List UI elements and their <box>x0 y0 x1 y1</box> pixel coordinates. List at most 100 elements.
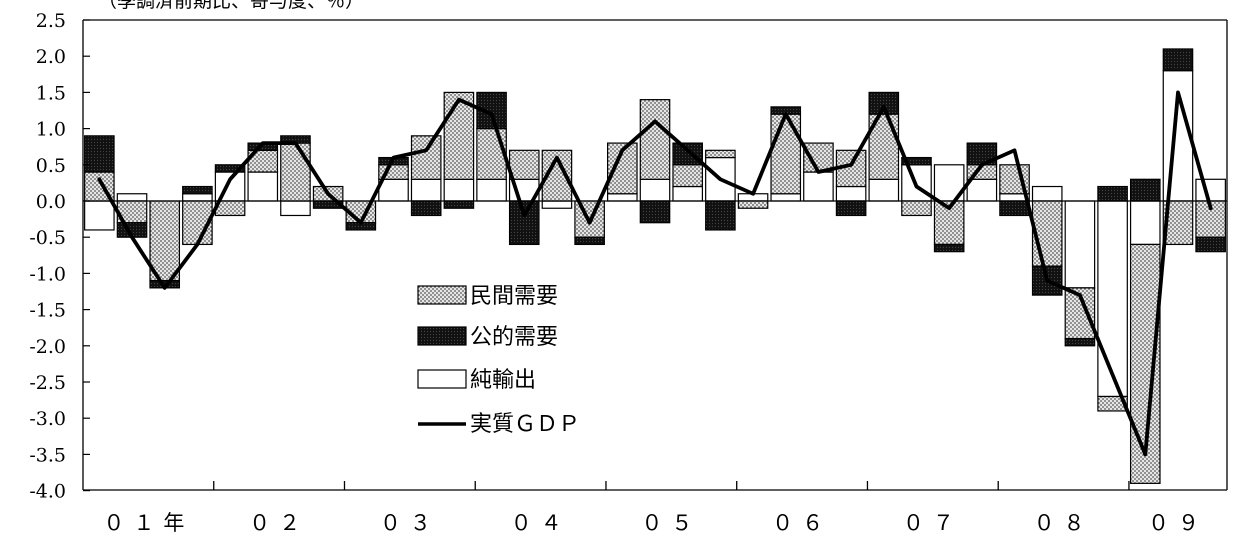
bar-segment-private-demand <box>476 128 507 180</box>
legend-swatch-public-demand <box>417 326 467 346</box>
bar-segment-net-exports <box>410 178 442 202</box>
bar-segment-public-demand <box>868 91 900 115</box>
bar-segment-private-demand <box>737 200 769 209</box>
y-tick-label: -3.5 <box>29 444 66 466</box>
legend-label-real-gdp: 実質ＧＤＰ <box>470 412 580 437</box>
bar-segment-public-demand <box>933 243 965 253</box>
x-tick-label: ０８ <box>1034 511 1094 535</box>
bar-series <box>84 48 1226 484</box>
bar-segment-net-exports <box>1195 178 1226 202</box>
bar-segment-net-exports <box>1097 200 1128 398</box>
y-tick-label: 2.0 <box>36 46 66 68</box>
bar-segment-public-demand <box>1162 48 1194 72</box>
bar-segment-net-exports <box>770 193 802 202</box>
bar-segment-public-demand <box>84 135 115 173</box>
y-tick-label: 0.5 <box>36 155 66 177</box>
bar-segment-net-exports <box>672 185 703 202</box>
x-tick-label: ０９ <box>1148 511 1208 535</box>
bar-segment-private-demand <box>1097 395 1128 412</box>
x-tick-label: ０４ <box>511 511 571 535</box>
bar-segment-net-exports <box>476 178 507 202</box>
x-tick-label: ０７ <box>903 511 963 535</box>
bar-segment-public-demand <box>705 200 736 231</box>
bar-segment-public-demand <box>1064 337 1096 347</box>
legend-swatch-private-demand <box>417 285 467 305</box>
bar-segment-private-demand <box>639 99 671 180</box>
bar-segment-private-demand <box>280 142 311 202</box>
bar-segment-net-exports <box>378 178 409 202</box>
bar-segment-private-demand <box>868 113 900 180</box>
y-tick-label: -0.5 <box>29 227 66 249</box>
bar-segment-net-exports <box>116 193 148 202</box>
gdp-line-series <box>97 90 1213 457</box>
legend-label-private-demand: 民間需要 <box>470 284 558 309</box>
bar-segment-public-demand <box>443 200 475 209</box>
bar-segment-private-demand <box>672 164 703 188</box>
bar-segment-public-demand <box>410 200 442 217</box>
y-tick-label: -2.0 <box>29 336 66 358</box>
bar-segment-net-exports <box>280 200 311 217</box>
bar-segment-net-exports <box>966 178 998 202</box>
chart-subtitle: （季調済前期比、寄与度、％） <box>98 0 364 12</box>
y-tick-label: -4.0 <box>29 481 66 503</box>
bar-segment-public-demand <box>182 185 213 195</box>
bar-segment-net-exports <box>84 200 115 231</box>
bar-segment-net-exports <box>443 178 475 202</box>
legend-swatch-net-exports <box>417 369 467 389</box>
bar-segment-public-demand <box>574 236 605 246</box>
bar-segment-private-demand <box>410 135 442 180</box>
y-tick-label: -3.0 <box>29 408 66 430</box>
bar-segment-public-demand <box>1129 178 1161 202</box>
x-tick-label: ０１年 <box>103 511 193 535</box>
y-tick-label: 0.0 <box>36 191 66 213</box>
y-tick-label: -2.5 <box>29 372 66 394</box>
bar-segment-public-demand <box>835 200 867 217</box>
y-tick-label: 2.5 <box>36 10 66 32</box>
legend-label-public-demand: 公的需要 <box>470 325 558 350</box>
bar-segment-public-demand <box>508 200 540 246</box>
bar-segment-private-demand <box>508 149 540 180</box>
bar-segment-net-exports <box>182 193 213 202</box>
bar-segment-private-demand <box>149 200 181 282</box>
y-axis-ticks <box>83 19 90 492</box>
legend: 民間需要 公的需要 純輸出 実質ＧＤＰ <box>417 284 580 437</box>
bar-segment-public-demand <box>639 200 671 224</box>
bar-segment-net-exports <box>1064 200 1096 289</box>
y-tick-label: 1.0 <box>36 119 66 141</box>
bar-segment-public-demand <box>1195 236 1226 253</box>
bar-segment-public-demand <box>999 200 1030 217</box>
bar-segment-net-exports <box>1129 200 1161 246</box>
y-axis-tick-labels: 2.5 2.0 1.5 1.0 0.5 0.0 -0.5 -1.0 -1.5 -2.0 -2.5 -3… <box>29 10 66 503</box>
bar-segment-private-demand <box>1031 200 1063 267</box>
legend-label-net-exports: 純輸出 <box>470 368 536 393</box>
bar-segment-public-demand <box>672 142 703 166</box>
y-tick-label: -1.5 <box>29 300 66 322</box>
bar-segment-public-demand <box>901 156 932 166</box>
bar-segment-net-exports <box>607 193 638 202</box>
bar-segment-private-demand <box>901 200 932 217</box>
x-axis-year-labels: ０１年 ０２ ０３ ０４ ０５ ０６ ０７ ０８ ０９ <box>103 511 1208 535</box>
bar-segment-private-demand <box>770 113 802 195</box>
bar-segment-private-demand <box>705 149 736 159</box>
bar-segment-net-exports <box>868 178 900 202</box>
bar-segment-public-demand <box>214 164 246 173</box>
bar-segment-net-exports <box>639 178 671 202</box>
x-tick-label: ０３ <box>380 511 440 535</box>
bar-segment-net-exports <box>247 171 279 202</box>
bar-segment-net-exports <box>1162 70 1194 202</box>
x-axis-year-ticks <box>213 481 1130 490</box>
bar-segment-public-demand <box>1097 185 1128 202</box>
y-tick-label: -1.0 <box>29 263 66 285</box>
gdp-line <box>97 90 1213 457</box>
y-tick-label: 1.5 <box>36 82 66 104</box>
bar-segment-net-exports <box>1031 185 1063 202</box>
x-tick-label: ０２ <box>249 511 309 535</box>
x-tick-label: ０６ <box>772 511 832 535</box>
bar-segment-net-exports <box>835 185 867 202</box>
x-tick-label: ０５ <box>641 511 701 535</box>
bar-segment-net-exports <box>803 171 834 202</box>
bar-segment-net-exports <box>541 200 573 209</box>
bar-segment-private-demand <box>443 91 475 180</box>
